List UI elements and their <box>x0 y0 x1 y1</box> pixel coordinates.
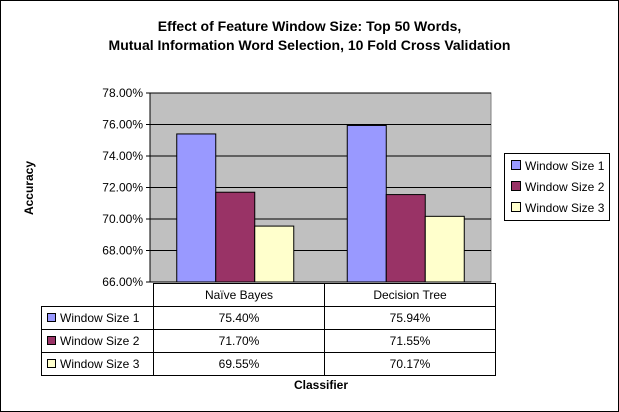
chart-title-line1: Effect of Feature Window Size: Top 50 Wo… <box>157 18 462 34</box>
data-table-corner <box>42 284 154 307</box>
bar <box>424 215 465 283</box>
data-table-cell: 71.55% <box>324 329 496 353</box>
bar <box>215 191 256 283</box>
legend-swatch-1 <box>511 160 521 170</box>
legend-label-3: Window Size 3 <box>525 201 605 215</box>
row-swatch-1 <box>47 313 56 322</box>
data-table-category: Decision Tree <box>324 283 496 307</box>
data-table-row-label: Window Size 2 <box>41 329 154 353</box>
legend-swatch-2 <box>511 181 521 191</box>
row-label-text: Window Size 2 <box>60 334 140 348</box>
data-table: Naïve Bayes Decision Tree Window Size 1 … <box>41 283 496 376</box>
data-table-row-label: Window Size 3 <box>41 352 154 376</box>
data-table-row: Window Size 2 71.70% 71.55% <box>41 329 496 353</box>
row-swatch-3 <box>47 359 56 368</box>
bar <box>176 133 217 283</box>
row-label-text: Window Size 3 <box>60 357 140 371</box>
legend-item: Window Size 3 <box>511 199 604 217</box>
row-swatch-2 <box>47 336 56 345</box>
legend-label-2: Window Size 2 <box>525 180 605 194</box>
data-table-header-row: Naïve Bayes Decision Tree <box>42 283 496 307</box>
y-tick-label: 74.00% <box>102 149 143 163</box>
y-tick-label: 76.00% <box>102 118 143 132</box>
legend-label-1: Window Size 1 <box>525 159 605 173</box>
y-tick-label: 72.00% <box>102 181 143 195</box>
legend-swatch-3 <box>511 202 521 212</box>
legend-item: Window Size 2 <box>511 178 604 196</box>
data-table-category: Naïve Bayes <box>153 283 325 307</box>
y-tick-label: 68.00% <box>102 244 143 258</box>
y-tick-label: 70.00% <box>102 212 143 226</box>
bar <box>346 124 387 283</box>
data-table-row: Window Size 3 69.55% 70.17% <box>41 352 496 376</box>
bar <box>385 194 426 283</box>
y-tick-label: 66.00% <box>102 275 143 289</box>
data-table-cell: 71.70% <box>153 329 325 353</box>
data-table-cell: 75.40% <box>153 306 325 330</box>
y-tick-label: 78.00% <box>102 86 143 100</box>
x-axis-label: Classifier <box>293 378 349 392</box>
row-label-text: Window Size 1 <box>60 311 140 325</box>
y-axis-label: Accuracy <box>22 160 36 216</box>
chart-title-line2: Mutual Information Word Selection, 10 Fo… <box>108 37 511 53</box>
data-table-cell: 69.55% <box>153 352 325 376</box>
legend: Window Size 1 Window Size 2 Window Size … <box>504 153 610 221</box>
chart-title: Effect of Feature Window Size: Top 50 Wo… <box>1 17 618 55</box>
bar <box>254 225 295 283</box>
data-table-cell: 70.17% <box>324 352 496 376</box>
data-table-row: Window Size 1 75.40% 75.94% <box>41 306 496 330</box>
data-table-cell: 75.94% <box>324 306 496 330</box>
legend-item: Window Size 1 <box>511 157 604 175</box>
data-table-row-label: Window Size 1 <box>41 306 154 330</box>
